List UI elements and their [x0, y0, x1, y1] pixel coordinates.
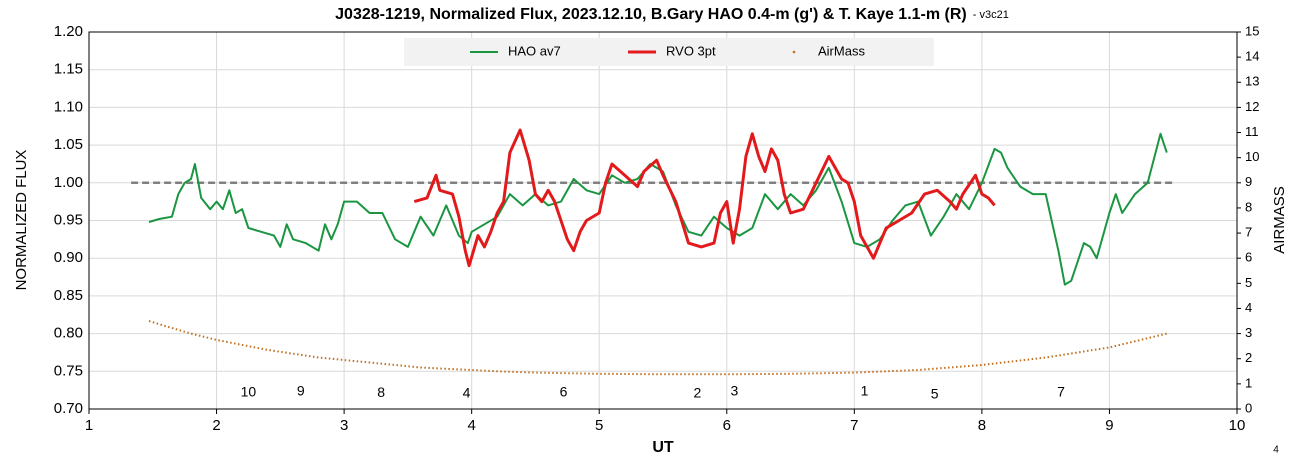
x-tick-label: 4 [467, 417, 475, 434]
y2-tick-label: 9 [1245, 174, 1252, 189]
annotation: 3 [731, 383, 739, 399]
y-tick-label: 0.75 [54, 362, 83, 379]
x-tick-label: 5 [595, 417, 603, 434]
y2-tick-label: 0 [1245, 400, 1252, 415]
annotation: 8 [377, 384, 385, 400]
y2-axis-label: AIRMASS [1271, 186, 1288, 254]
y2-tick-label: 12 [1245, 99, 1259, 114]
annotation: 1 [861, 383, 869, 399]
legend-label: RVO 3pt [666, 43, 716, 58]
y-tick-label: 1.15 [54, 61, 83, 78]
y2-tick-label: 3 [1245, 325, 1252, 340]
annotation: 10 [241, 384, 257, 400]
y-tick-label: 1.05 [54, 136, 83, 153]
corner-note: 4 [1273, 445, 1279, 456]
x-tick-label: 9 [1105, 417, 1113, 434]
y-tick-label: 0.95 [54, 211, 83, 228]
y2-tick-label: 2 [1245, 350, 1252, 365]
y-tick-label: 0.85 [54, 287, 83, 304]
x-tick-label: 2 [212, 417, 220, 434]
annotation: 9 [297, 383, 305, 399]
annotation: 7 [1057, 384, 1065, 400]
x-tick-label: 3 [340, 417, 348, 434]
annotation: 2 [694, 385, 702, 401]
y2-tick-label: 7 [1245, 225, 1252, 240]
x-tick-label: 1 [85, 417, 93, 434]
annotation: 6 [560, 384, 568, 400]
plot-frame [88, 31, 1238, 410]
x-tick-label: 8 [978, 417, 986, 434]
y2-tick-label: 4 [1245, 300, 1252, 315]
y2-tick-label: 11 [1245, 124, 1259, 139]
title-text: J0328-1219, Normalized Flux, 2023.12.10,… [335, 6, 967, 23]
y-tick-label: 1.00 [54, 174, 83, 191]
series-line [413, 128, 996, 268]
x-tick-label: 10 [1229, 417, 1246, 434]
y-tick-label: 1.20 [54, 23, 83, 40]
annotation: 5 [931, 386, 939, 402]
y-axis-label: NORMALIZED FLUX [13, 150, 30, 291]
annotation: 4 [463, 385, 471, 401]
x-axis-label: UT [652, 439, 674, 456]
y2-tick-label: 6 [1245, 250, 1252, 265]
y2-tick-label: 15 [1245, 23, 1259, 38]
legend-label: AirMass [818, 43, 865, 58]
y2-tick-label: 8 [1245, 199, 1252, 214]
series-line [148, 132, 1168, 286]
y2-tick-label: 1 [1245, 375, 1252, 390]
series-line [148, 320, 1168, 376]
y2-tick-label: 13 [1245, 74, 1259, 89]
legend-label: HAO av7 [508, 43, 561, 58]
chart-title: J0328-1219, Normalized Flux, 2023.12.10,… [335, 6, 1009, 23]
x-tick-label: 6 [723, 417, 731, 434]
y2-tick-label: 5 [1245, 275, 1252, 290]
version-text: - v3c21 [973, 9, 1009, 21]
y2-tick-label: 10 [1245, 149, 1259, 164]
y-tick-label: 1.10 [54, 98, 83, 115]
x-tick-label: 7 [850, 417, 858, 434]
y-tick-label: 0.80 [54, 325, 83, 342]
y-tick-label: 0.90 [54, 249, 83, 266]
y-tick-label: 0.70 [54, 400, 83, 417]
y2-tick-label: 14 [1245, 49, 1259, 64]
legend-swatch [792, 50, 796, 54]
